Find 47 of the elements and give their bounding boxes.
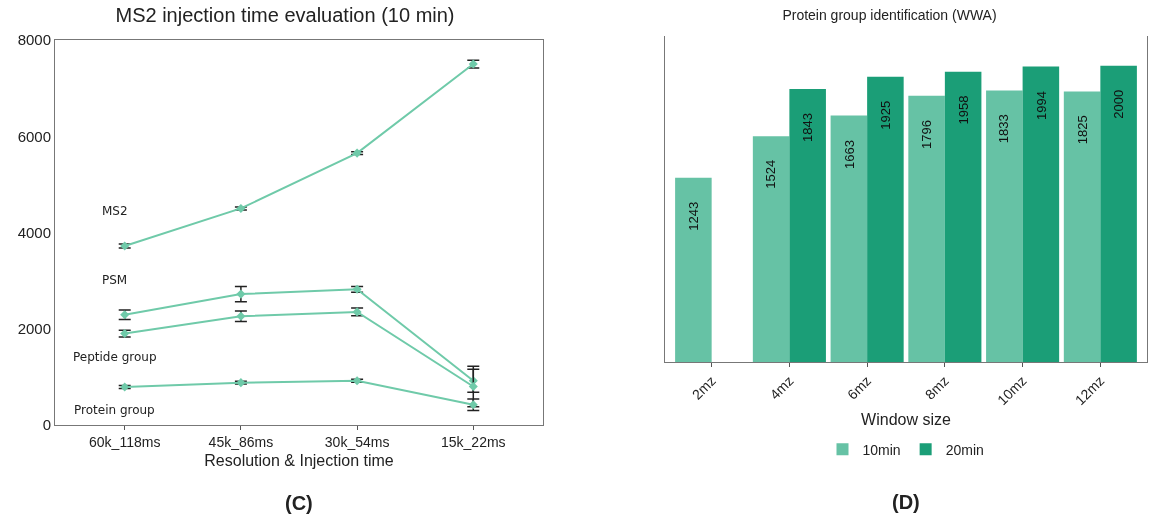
- y-tick-label: 4000: [17, 223, 51, 241]
- x-axis-title: Resolution & Injection time: [204, 452, 394, 470]
- data-label: 1843: [800, 113, 816, 143]
- data-label: 1833: [996, 114, 1012, 144]
- x-tick-label: 45k_86ms: [208, 433, 274, 450]
- bar: [944, 71, 982, 362]
- chart-title: MS2 injection time evaluation (10 min): [115, 4, 455, 26]
- x-tick-label: 60k_118ms: [89, 433, 161, 450]
- x-tick-label: 2mz: [688, 372, 719, 403]
- text: (D): [892, 491, 920, 513]
- x-tick-label: 6mz: [844, 372, 875, 403]
- series-label: Peptide group: [73, 350, 157, 364]
- text: (C): [285, 492, 313, 514]
- data-label: 1925: [878, 100, 894, 130]
- x-tick-label: 4mz: [766, 372, 797, 403]
- legend-label: 10min: [862, 441, 901, 458]
- y-tick-label: 2000: [17, 320, 51, 337]
- bar: [789, 88, 826, 362]
- x-tick-label: 15k_22ms: [440, 433, 506, 450]
- bar: [867, 76, 904, 362]
- legend-label: 20min: [945, 441, 984, 458]
- data-label: 1825: [1075, 115, 1091, 145]
- data-label: 1524: [763, 159, 779, 189]
- series-label: MS2: [102, 204, 128, 218]
- bar: [1100, 65, 1137, 362]
- bar: [830, 115, 868, 362]
- x-tick-label: 30k_54ms: [324, 433, 390, 450]
- bar: [986, 90, 1023, 362]
- bar: [675, 177, 712, 362]
- data-label: 1958: [955, 95, 971, 125]
- series-label: PSM: [102, 273, 128, 287]
- series-label: Protein group: [74, 403, 155, 417]
- data-label: 1796: [919, 120, 935, 149]
- data-label: 1243: [686, 201, 702, 231]
- bar: [1063, 91, 1101, 362]
- x-tick-label: 8mz: [921, 372, 952, 403]
- y-tick-label: 8000: [17, 31, 51, 49]
- x-axis-title: Window size: [861, 410, 951, 428]
- bar: [752, 136, 790, 362]
- y-tick-label: 0: [42, 416, 51, 434]
- chart-title: Protein group identification (WWA): [782, 6, 997, 23]
- data-label: 2000: [1111, 89, 1127, 119]
- data-label: 1663: [841, 140, 857, 169]
- data-label: 1994: [1033, 90, 1049, 120]
- y-tick-label: 6000: [17, 127, 51, 145]
- bar: [1022, 66, 1060, 362]
- bar: [908, 95, 945, 362]
